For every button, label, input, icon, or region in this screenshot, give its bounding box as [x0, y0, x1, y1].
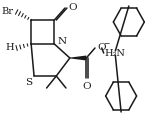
Text: −: − — [103, 40, 109, 48]
Polygon shape — [70, 55, 86, 61]
Text: O: O — [97, 42, 105, 51]
Text: Br: Br — [2, 6, 14, 15]
Text: O: O — [68, 2, 77, 11]
Text: S: S — [25, 78, 32, 87]
Text: O: O — [82, 82, 91, 91]
Text: N: N — [57, 38, 66, 46]
Text: H₂N: H₂N — [105, 48, 126, 57]
Text: H: H — [5, 44, 14, 53]
